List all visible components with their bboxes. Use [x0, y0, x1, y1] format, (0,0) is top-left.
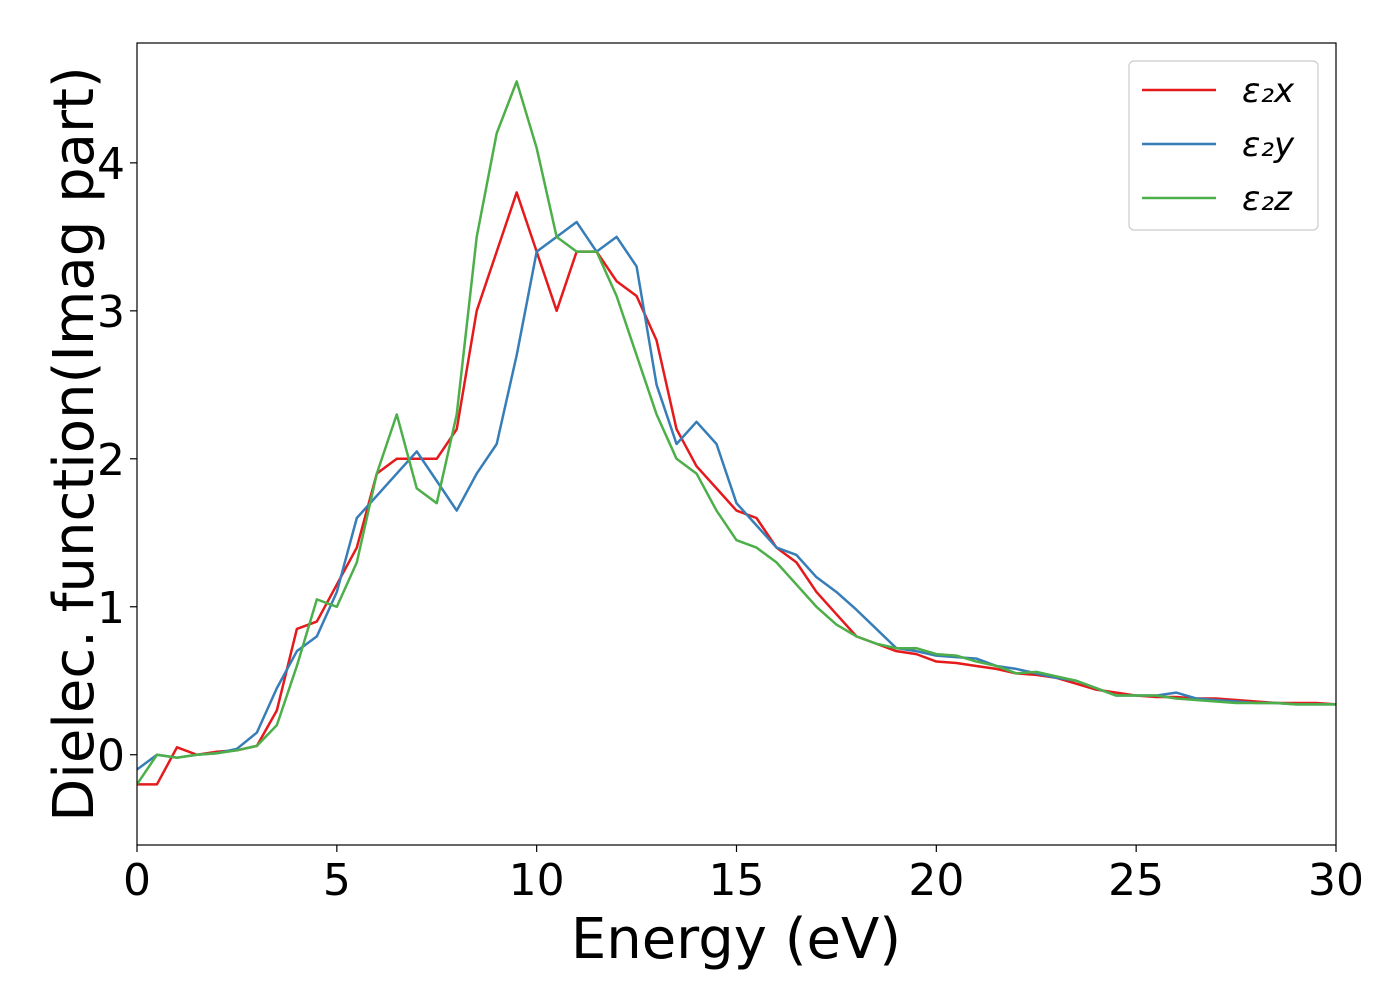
y-axis-label: Dielec. function(Imag part): [42, 66, 107, 822]
legend-label: ε₂x: [1242, 71, 1295, 111]
series-line: [137, 220, 1336, 771]
x-tick-label: 30: [1308, 855, 1364, 906]
legend-label: ε₂z: [1242, 179, 1293, 219]
y-tick-label: 1: [97, 583, 125, 634]
legend-label: ε₂y: [1242, 125, 1295, 165]
y-tick-label: 4: [97, 139, 125, 190]
x-axis-label: Energy (eV): [571, 907, 901, 972]
y-tick-label: 3: [97, 287, 125, 338]
x-tick-label: 25: [1108, 855, 1164, 906]
series-line: [137, 80, 1336, 786]
x-tick-label: 10: [509, 855, 565, 906]
x-tick-label: 15: [709, 855, 765, 906]
x-tick-label: 0: [123, 855, 151, 906]
legend-box: [1128, 60, 1319, 231]
plot-frame: [136, 42, 1337, 846]
x-tick-label: 5: [323, 855, 351, 906]
y-tick-label: 2: [97, 435, 125, 486]
y-tick-label: 0: [97, 731, 125, 782]
x-tick-label: 20: [908, 855, 964, 906]
